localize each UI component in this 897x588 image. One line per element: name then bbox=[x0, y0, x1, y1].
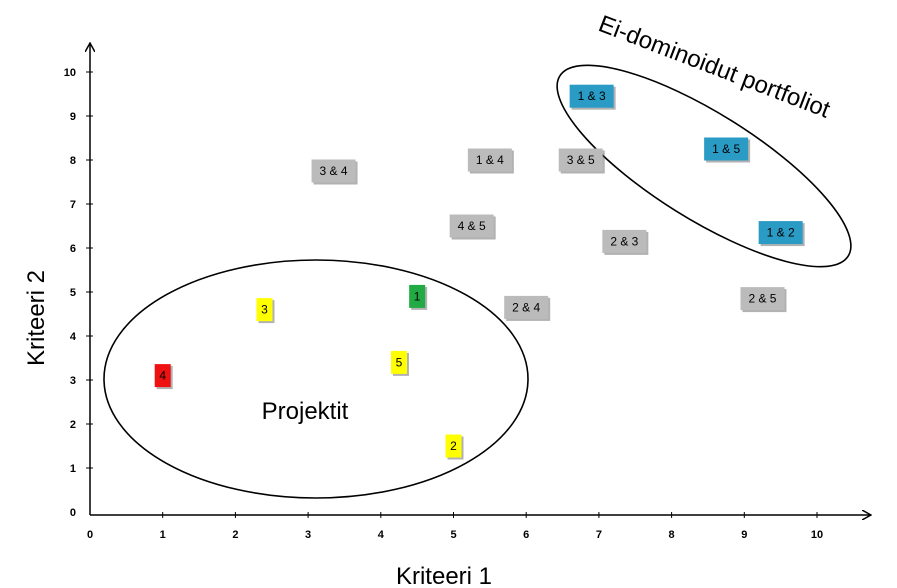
data-point-label-14: 1 & 2 bbox=[767, 226, 795, 240]
data-point-label-5: 2 & 4 bbox=[512, 300, 540, 314]
data-point-box-7 bbox=[449, 214, 494, 238]
x-tick-label-1: 1 bbox=[160, 529, 166, 541]
data-point-10: 2 & 3 bbox=[602, 229, 649, 255]
data-point-label-2: 5 bbox=[396, 355, 403, 369]
data-point-14: 1 & 2 bbox=[758, 221, 805, 247]
x-tick-label-4: 4 bbox=[378, 529, 385, 541]
x-tick-label-10: 10 bbox=[811, 529, 823, 541]
y-tick-label-4: 4 bbox=[70, 331, 77, 343]
data-point-13: 1 & 5 bbox=[704, 137, 751, 163]
y-tick-label-6: 6 bbox=[70, 243, 76, 255]
data-point-box-3 bbox=[445, 434, 462, 458]
x-axis-label: Kriteeri 1 bbox=[396, 563, 492, 588]
data-point-box-10 bbox=[602, 229, 647, 253]
data-point-label-3: 2 bbox=[450, 439, 457, 453]
x-tick-label-3: 3 bbox=[305, 529, 311, 541]
data-point-label-9: 3 & 5 bbox=[567, 153, 595, 167]
data-point-label-13: 1 & 5 bbox=[712, 142, 740, 156]
data-point-label-0: 4 bbox=[159, 369, 166, 383]
y-tick-label-3: 3 bbox=[70, 375, 76, 387]
ei-dominoidut-annotation: Ei-dominoidut portfoliot bbox=[595, 10, 834, 123]
x-tick-label-7: 7 bbox=[596, 529, 602, 541]
y-tick-label-0: 0 bbox=[70, 507, 76, 519]
data-point-2: 5 bbox=[390, 350, 409, 376]
y-tick-label-1: 1 bbox=[70, 463, 76, 475]
projektit-annotation: Projektit bbox=[262, 398, 349, 425]
y-tick-label-7: 7 bbox=[70, 199, 76, 211]
data-point-11: 2 & 5 bbox=[740, 287, 787, 313]
y-tick-label-2: 2 bbox=[70, 419, 76, 431]
x-tick-label-6: 6 bbox=[523, 529, 529, 541]
x-tick-label-5: 5 bbox=[450, 529, 456, 541]
data-point-1: 3 bbox=[256, 298, 275, 324]
data-point-box-9 bbox=[558, 148, 603, 172]
data-point-box-14 bbox=[758, 221, 803, 245]
ei-dominoidut-ellipse bbox=[556, 64, 852, 268]
data-point-box-11 bbox=[740, 287, 785, 311]
data-point-0: 4 bbox=[154, 364, 173, 390]
x-tick-label-2: 2 bbox=[232, 529, 238, 541]
data-point-label-7: 4 & 5 bbox=[458, 219, 486, 233]
data-point-label-6: 3 & 4 bbox=[320, 164, 348, 178]
data-point-label-4: 1 bbox=[414, 289, 421, 303]
y-tick-label-8: 8 bbox=[70, 155, 76, 167]
data-point-label-11: 2 & 5 bbox=[748, 292, 776, 306]
data-point-6: 3 & 4 bbox=[311, 159, 358, 185]
y-tick-label-10: 10 bbox=[64, 67, 76, 79]
data-point-box-0 bbox=[154, 364, 171, 388]
data-point-box-13 bbox=[704, 137, 749, 161]
data-point-box-4 bbox=[409, 284, 426, 308]
y-tick-label-9: 9 bbox=[70, 111, 76, 123]
data-point-12: 1 & 3 bbox=[569, 84, 616, 110]
x-tick-label-8: 8 bbox=[669, 529, 675, 541]
data-point-3: 2 bbox=[445, 434, 464, 460]
data-point-box-1 bbox=[256, 298, 273, 322]
data-point-8: 1 & 4 bbox=[467, 148, 514, 174]
y-tick-label-5: 5 bbox=[70, 287, 76, 299]
projektit-ellipse bbox=[103, 259, 529, 499]
data-point-box-12 bbox=[569, 84, 614, 108]
data-point-box-8 bbox=[467, 148, 512, 172]
data-point-box-6 bbox=[311, 159, 356, 183]
data-point-label-8: 1 & 4 bbox=[476, 153, 504, 167]
data-point-7: 4 & 5 bbox=[449, 214, 496, 240]
data-point-9: 3 & 5 bbox=[558, 148, 605, 174]
data-point-4: 1 bbox=[409, 284, 428, 310]
data-point-box-5 bbox=[504, 295, 549, 319]
x-tick-label-9: 9 bbox=[741, 529, 747, 541]
data-point-5: 2 & 4 bbox=[504, 295, 551, 321]
data-point-box-2 bbox=[390, 350, 407, 374]
data-point-label-1: 3 bbox=[261, 303, 268, 317]
data-point-label-12: 1 & 3 bbox=[578, 89, 606, 103]
x-tick-label-0: 0 bbox=[87, 529, 93, 541]
y-axis-label: Kriteeri 2 bbox=[23, 270, 50, 366]
data-point-label-10: 2 & 3 bbox=[610, 234, 638, 248]
